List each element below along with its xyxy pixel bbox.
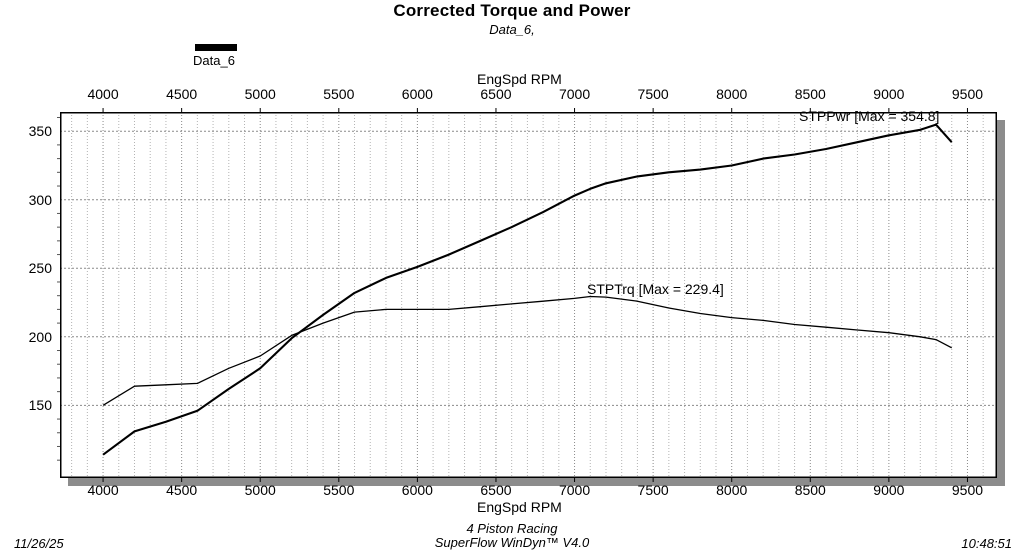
x-tick-label-top: 7000: [558, 86, 591, 102]
x-tick-label-top: 9000: [873, 86, 905, 102]
x-tick-label-bottom: 5500: [323, 482, 355, 498]
footer-date: 11/26/25: [14, 536, 64, 551]
x-tick-label-bottom: 7500: [637, 482, 669, 498]
y-tick-label: 350: [28, 123, 52, 140]
curve-stptrq: [102, 295, 953, 406]
curve-stppwr: [102, 123, 953, 456]
torque-max-annotation: STPTrq [Max = 229.4]: [587, 281, 724, 297]
legend-label: Data_6: [193, 53, 235, 68]
x-tick-label-bottom: 8000: [716, 482, 748, 498]
chart-title: Corrected Torque and Power: [393, 1, 631, 20]
chart-canvas: [57, 108, 997, 482]
x-tick-label-top: 5500: [323, 86, 355, 102]
x-tick-label-bottom: 6000: [401, 482, 433, 498]
y-tick-label: 150: [28, 397, 52, 414]
x-axis-label-bottom: EngSpd RPM: [477, 499, 562, 515]
x-tick-label-bottom: 7000: [558, 482, 591, 498]
plot-border: [60, 112, 997, 478]
x-tick-label-bottom: 9000: [873, 482, 905, 498]
x-tick-label-bottom: 9500: [951, 482, 984, 498]
x-tick-label-top: 7500: [637, 86, 669, 102]
y-tick-label: 200: [28, 328, 52, 345]
legend-swatch-data6: [195, 44, 237, 51]
x-tick-label-top: 4000: [87, 86, 119, 102]
x-tick-label-bottom: 4000: [87, 482, 119, 498]
footer-customer: 4 Piston Racing: [466, 521, 558, 536]
x-tick-label-bottom: 6500: [480, 482, 512, 498]
y-tick-label: 250: [28, 260, 52, 277]
x-tick-label-top: 4500: [166, 86, 198, 102]
x-tick-label-top: 8000: [716, 86, 748, 102]
y-tick-label: 300: [28, 191, 52, 208]
chart-subtitle: Data_6,: [489, 22, 535, 37]
power-max-annotation: STPPwr [Max = 354.8]: [799, 108, 940, 124]
legend: Data_6: [193, 44, 237, 68]
plot-area: [57, 108, 997, 482]
x-tick-label-top: 9500: [951, 86, 984, 102]
x-tick-label-top: 6000: [401, 86, 433, 102]
x-tick-label-top: 8500: [794, 86, 826, 102]
x-tick-label-bottom: 5000: [244, 482, 276, 498]
x-tick-label-bottom: 8500: [794, 482, 826, 498]
x-tick-label-top: 5000: [244, 86, 276, 102]
x-tick-label-bottom: 4500: [166, 482, 198, 498]
footer-time: 10:48:51: [961, 536, 1012, 551]
x-tick-label-top: 6500: [480, 86, 512, 102]
footer-software: SuperFlow WinDyn™ V4.0: [434, 535, 590, 550]
x-axis-label-top: EngSpd RPM: [477, 71, 562, 87]
